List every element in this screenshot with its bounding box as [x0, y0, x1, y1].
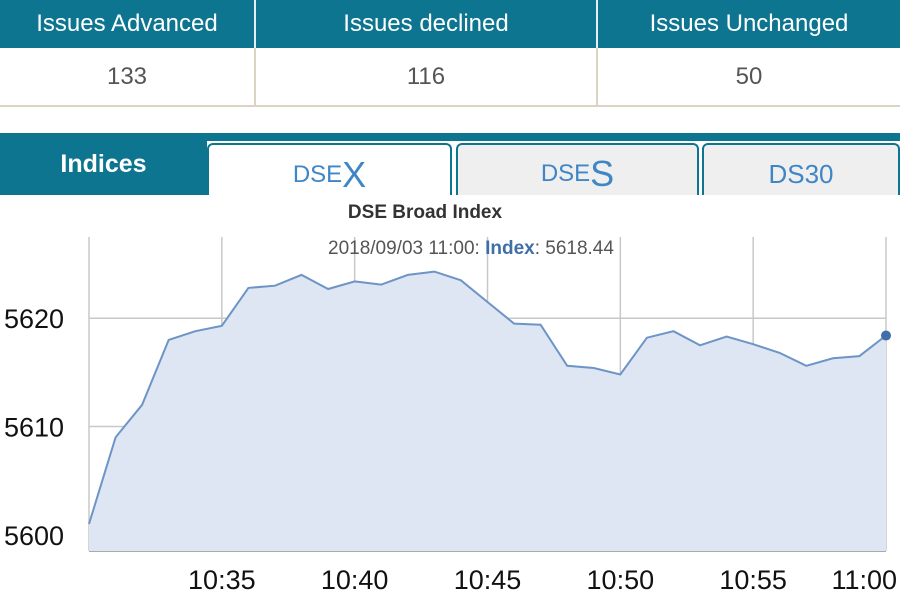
- tab-dsex[interactable]: DSE X: [207, 143, 452, 205]
- x-tick-label: 10:55: [719, 565, 787, 595]
- x-tick-label: 10:35: [188, 565, 256, 595]
- y-tick-label: 5600: [4, 521, 64, 551]
- index-data-points: [881, 330, 891, 341]
- index-area-fill: [89, 271, 886, 551]
- chart-title: DSE Broad Index: [348, 202, 503, 223]
- y-tick-label: 5620: [4, 304, 64, 334]
- x-tick-label: 10:45: [454, 565, 522, 595]
- issues-advanced-header: Issues Advanced: [0, 0, 256, 48]
- issues-unchanged-header: Issues Unchanged: [649, 10, 849, 37]
- tab-dsex-prefix: DSE: [292, 161, 343, 188]
- highlighted-data-point: [881, 330, 891, 341]
- x-axis-labels: 10:35 10:40 10:45 10:50 10:55 11:00: [188, 565, 897, 595]
- issues-unchanged-value: 50: [735, 62, 763, 90]
- dse-broad-index-chart: 5600 5610 5620 10:35 10:40 10:45 10:50 10:55 11…: [0, 195, 900, 600]
- tab-ds30[interactable]: DS30: [702, 143, 900, 203]
- tab-dses-prefix: DSE: [540, 160, 591, 187]
- y-axis-labels: 5600 5610 5620: [4, 304, 64, 551]
- chart-tooltip: 2018/09/03 11:00: Index: 5618.44: [328, 238, 614, 259]
- x-tick-label: 10:50: [587, 565, 655, 595]
- tab-dses-suffix: S: [590, 153, 615, 194]
- x-tick-label: 11:00: [831, 565, 897, 595]
- issues-declined-value: 116: [256, 48, 598, 105]
- issues-values-row: 133 116 50: [0, 48, 900, 107]
- issues-advanced-value: 133: [0, 48, 256, 105]
- tab-ds30-label: DS30: [768, 158, 834, 189]
- issues-summary-table: Issues Advanced Issues declined Issues U…: [0, 0, 900, 107]
- y-tick-label: 5610: [4, 412, 64, 442]
- issues-declined-header: Issues declined: [256, 0, 598, 48]
- tab-dses[interactable]: DSE S: [456, 143, 699, 203]
- x-tick-label: 10:40: [321, 565, 389, 595]
- issues-header-row: Issues Advanced Issues declined Issues U…: [0, 0, 900, 48]
- tab-strip: [0, 133, 900, 141]
- indices-label: Indices: [0, 133, 207, 195]
- tooltip-key: Index: [485, 238, 535, 259]
- tab-dsex-suffix: X: [342, 154, 367, 195]
- tooltip-value: 5618.44: [545, 238, 614, 259]
- tooltip-time: 2018/09/03 11:00: [328, 238, 475, 259]
- index-series-line: [88, 270, 887, 525]
